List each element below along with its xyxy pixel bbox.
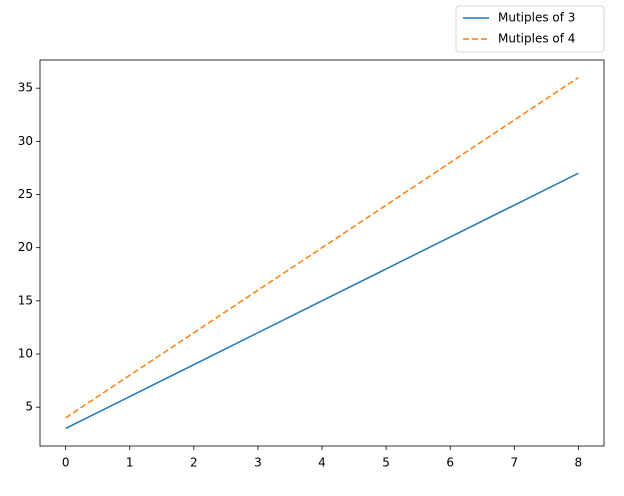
x-tick-label: 5: [382, 456, 390, 470]
y-tick-label: 20: [18, 240, 33, 254]
series-line: [65, 172, 579, 430]
legend-box: [455, 5, 605, 53]
x-tick-label: 3: [254, 456, 262, 470]
y-tick-label: 25: [18, 187, 33, 201]
x-tick-label: 2: [190, 456, 198, 470]
x-tick-label: 7: [510, 456, 518, 470]
y-tick-label: 5: [25, 400, 33, 414]
y-tick-label: 10: [18, 347, 33, 361]
x-tick-label: 0: [62, 456, 70, 470]
legend-label: Mutiples of 3: [498, 11, 575, 25]
y-tick-label: 15: [18, 293, 33, 307]
y-tick-label: 30: [18, 134, 33, 148]
y-tick-label: 35: [18, 81, 33, 95]
legend-label: Mutiples of 4: [498, 32, 575, 46]
x-tick-label: 4: [318, 456, 326, 470]
axes-frame: [39, 59, 605, 447]
series-line: [65, 76, 579, 419]
x-tick-label: 6: [446, 456, 454, 470]
x-tick-label: 1: [126, 456, 134, 470]
x-tick-label: 8: [575, 456, 583, 470]
